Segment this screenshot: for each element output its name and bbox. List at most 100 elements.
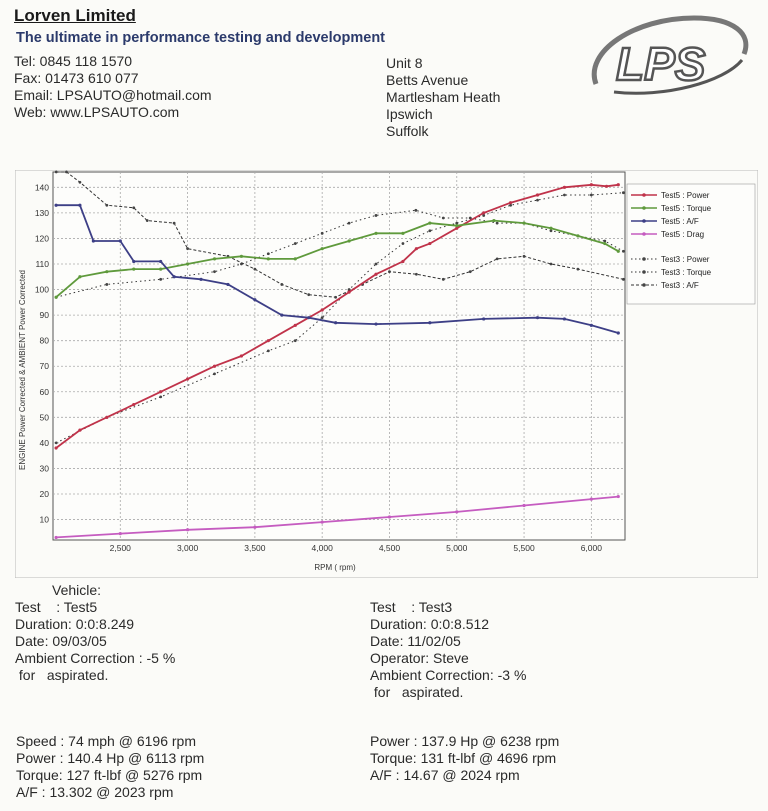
- y-tick-label: 40: [40, 438, 50, 448]
- y-axis-label: ENGINE Power Corrected & AMBIENT Power C…: [18, 270, 27, 470]
- legend-marker: [642, 219, 646, 223]
- test3-torque-point: [414, 208, 418, 212]
- x-tick-label: 2,500: [110, 543, 132, 553]
- test3-torque-point: [441, 216, 445, 220]
- test5-a-f-point: [132, 259, 136, 264]
- test5-drag-point: [118, 532, 122, 536]
- x-axis-label: RPM ( rpm): [314, 563, 356, 572]
- test3-power-line: [55, 192, 624, 444]
- test3-power-point: [455, 221, 459, 225]
- contact-tel: Tel: 0845 118 1570: [14, 53, 133, 69]
- test3-af: A/F : 14.67 @ 2024 rpm: [370, 767, 520, 783]
- test5-power-point: [589, 183, 593, 187]
- test5-a-f-point: [54, 203, 58, 207]
- address-line-2: Betts Avenue: [386, 72, 469, 88]
- test3-torque-point: [495, 221, 499, 225]
- test3-power-point: [401, 242, 405, 245]
- test5-torque-point: [212, 257, 217, 261]
- test3-name: Test : Test3: [370, 599, 453, 615]
- x-tick-label: 4,000: [312, 543, 334, 553]
- test5-a-f-point: [616, 331, 620, 335]
- test3-a-f-point: [522, 254, 526, 258]
- test3-a-f-point: [65, 170, 68, 174]
- test3-torque: Torque: 131 ft-lbf @ 4696 rpm: [370, 750, 557, 766]
- y-tick-label: 70: [40, 361, 50, 371]
- test3-a-f-point: [576, 267, 580, 271]
- test5-torque-point: [428, 221, 432, 225]
- test5-drag-line: [56, 495, 619, 539]
- y-tick-label: 50: [40, 412, 50, 422]
- test5-drag-point: [320, 520, 324, 524]
- test5-a-f-point: [78, 203, 82, 207]
- test5-speed: Speed : 74 mph @ 6196 rpm: [16, 733, 196, 749]
- test3-torque-point: [374, 214, 378, 217]
- test5-power-point: [414, 247, 418, 251]
- test5-power-point: [428, 241, 432, 246]
- test3-a-f-point: [132, 206, 136, 210]
- test3-ambient: Ambient Correction: -3 %: [370, 667, 527, 683]
- dyno-chart: 2,500 3,000 3,500 4,000 4,500 5,000 5,500 6,000…: [15, 170, 758, 578]
- vehicle-label: Vehicle:: [52, 582, 102, 598]
- test3-a-f-point: [280, 283, 284, 286]
- test5-power-point: [159, 390, 163, 394]
- test5-drag-point: [455, 510, 459, 514]
- test3-torque-point: [159, 277, 163, 281]
- test3-duration: Duration: 0:0:8.512: [370, 616, 490, 632]
- test5-torque-point: [132, 267, 136, 271]
- address-line-5: Suffolk: [386, 123, 429, 139]
- test3-torque-point: [549, 229, 553, 233]
- test5-torque-point: [492, 218, 496, 223]
- test5-torque-point: [616, 249, 620, 253]
- y-tick-label: 30: [40, 463, 50, 473]
- test5-power-point: [482, 211, 486, 215]
- test5-torque-point: [603, 241, 607, 246]
- test3-operator: Operator: Steve: [370, 650, 469, 666]
- test5-power-point: [509, 201, 513, 205]
- y-tick-label: 20: [40, 489, 50, 499]
- test5-drag-point: [387, 515, 392, 519]
- test5-drag-point: [253, 525, 257, 529]
- test3-power-point: [563, 193, 566, 197]
- test5-power: Power : 140.4 Hp @ 6113 rpm: [16, 750, 205, 766]
- test3-power-point: [54, 441, 58, 445]
- test3-power-point: [482, 214, 486, 217]
- test5-power-point: [401, 259, 405, 264]
- test5-a-f-point: [159, 259, 163, 264]
- test3-torque-point: [468, 216, 472, 220]
- logo-text: LPS: [616, 38, 706, 90]
- test5-torque-point: [549, 226, 553, 230]
- test3-torque-point: [105, 283, 109, 286]
- plot-series: [54, 170, 625, 540]
- legend-label: Test3 : Power: [661, 255, 710, 264]
- test3-a-f-point: [621, 277, 625, 281]
- test5-torque-point: [522, 221, 526, 225]
- y-tick-label: 120: [35, 233, 49, 243]
- test3-torque-point: [603, 239, 607, 243]
- y-tick-label: 140: [35, 182, 49, 192]
- contact-email: Email: LPSAUTO@hotmail.com: [14, 87, 212, 103]
- test5-a-f-point: [374, 322, 378, 326]
- test5-drag-point: [185, 528, 190, 532]
- test3-torque-point: [266, 252, 270, 256]
- test3-a-f-point: [54, 170, 58, 174]
- legend-marker: [642, 206, 646, 210]
- legend-marker: [642, 283, 646, 287]
- test5-a-f-point: [199, 277, 203, 281]
- legend-label: Test5 : A/F: [661, 217, 699, 226]
- y-tick-label: 100: [35, 285, 49, 295]
- test3-torque-point: [621, 249, 625, 253]
- test5-drag-point: [589, 497, 593, 501]
- test5-power-point: [604, 184, 609, 188]
- test5-torque-point: [239, 254, 244, 258]
- test5-duration: Duration: 0:0:8.249: [15, 616, 135, 632]
- test5-a-f-point: [428, 321, 432, 325]
- test5-a-f-point: [253, 298, 257, 302]
- plot-grid: [52, 171, 626, 541]
- legend-marker: [642, 270, 646, 274]
- address-line-4: Ipswich: [386, 106, 433, 122]
- test3-a-f-line: [56, 171, 624, 298]
- test3-power: Power : 137.9 Hp @ 6238 rpm: [370, 733, 560, 749]
- x-tick-label: 5,500: [513, 543, 535, 553]
- test5-torque-point: [401, 231, 405, 235]
- test3-a-f-point: [441, 277, 445, 281]
